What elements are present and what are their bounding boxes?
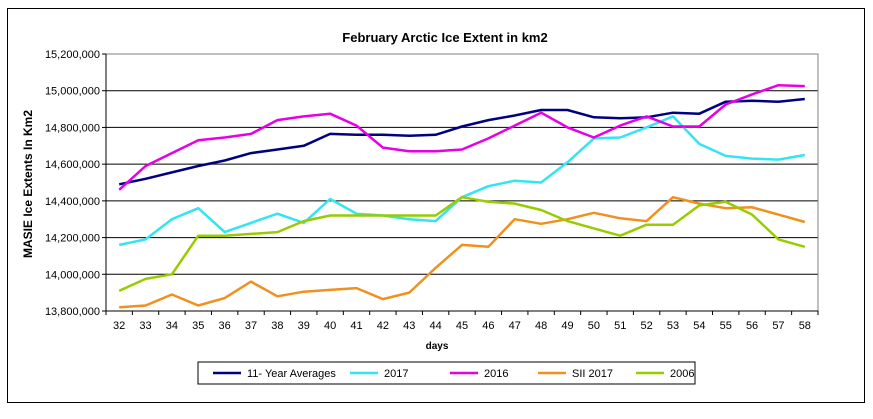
gridlines (106, 53, 818, 312)
x-tick-label: 46 (482, 320, 494, 332)
y-tick-label: 15,000,000 (45, 86, 100, 98)
y-tick-label: 14,800,000 (45, 122, 100, 134)
plot-border (105, 53, 819, 312)
x-tick-label: 47 (509, 320, 521, 332)
x-tick-label: 55 (720, 320, 732, 332)
y-tick-label: 14,000,000 (45, 269, 100, 281)
x-tick-label: 44 (430, 320, 442, 332)
x-tick-label: 53 (667, 320, 679, 332)
series-line-2017 (118, 115, 806, 247)
chart-title: February Arctic Ice Extent in km2 (342, 30, 547, 45)
legend-label-2017: 2017 (384, 368, 408, 380)
x-tick-label: 43 (403, 320, 415, 332)
legend-label-2016: 2016 (484, 368, 508, 380)
x-tick-label: 50 (588, 320, 600, 332)
x-tick-label: 57 (772, 320, 784, 332)
legend-box (197, 361, 696, 385)
y-axis-ticks: 13,800,000 14,000,000 14,200,000 14,400,000… (45, 49, 106, 318)
plot-area (105, 53, 819, 312)
x-tick-label: 45 (456, 320, 468, 332)
x-tick-label: 32 (113, 320, 125, 332)
y-tick-label: 14,400,000 (45, 196, 100, 208)
x-tick-label: 41 (350, 320, 362, 332)
x-tick-label: 37 (245, 320, 257, 332)
y-tick-label: 14,200,000 (45, 233, 100, 245)
x-tick-label: 56 (746, 320, 758, 332)
x-tick-label: 42 (377, 320, 389, 332)
x-tick-label: 58 (799, 320, 811, 332)
x-tick-label: 39 (298, 320, 310, 332)
x-tick-label: 49 (561, 320, 573, 332)
x-tick-label: 40 (324, 320, 336, 332)
x-tick-label: 38 (271, 320, 283, 332)
x-axis-ticks: 32 33 34 35 36 37 38 39 40 41 42 43 44 45 46 47 48 49 50 51… (105, 311, 819, 332)
legend: 11- Year Averages 2017 2016 SII 2017 2006 (197, 361, 696, 385)
line-chart: February Arctic Ice Extent in km2 MASIE … (21, 30, 819, 385)
series-line-2016 (118, 83, 805, 191)
x-tick-label: 51 (614, 320, 626, 332)
x-tick-label: 52 (640, 320, 652, 332)
series-line-sii-2017 (119, 195, 806, 309)
y-tick-label: 14,600,000 (45, 159, 100, 171)
x-tick-label: 54 (693, 320, 705, 332)
series-line-11-year-averages (118, 97, 805, 186)
x-tick-label: 48 (535, 320, 547, 332)
y-axis-title: MASIE Ice Extents In Km2 (21, 110, 35, 258)
series-line-2006 (118, 195, 806, 292)
y-tick-label: 13,800,000 (45, 306, 100, 318)
x-tick-label: 33 (139, 320, 151, 332)
series-lines (118, 83, 806, 309)
legend-label-2006: 2006 (670, 368, 694, 380)
x-axis-title: days (426, 341, 449, 352)
legend-label-11-year-averages: 11- Year Averages (247, 368, 336, 380)
chart-frame: February Arctic Ice Extent in km2 MASIE … (7, 8, 865, 403)
legend-label-sii-2017: SII 2017 (572, 368, 613, 380)
x-tick-label: 34 (166, 320, 178, 332)
x-tick-label: 35 (192, 320, 204, 332)
x-tick-label: 36 (219, 320, 231, 332)
y-tick-label: 15,200,000 (45, 49, 100, 61)
